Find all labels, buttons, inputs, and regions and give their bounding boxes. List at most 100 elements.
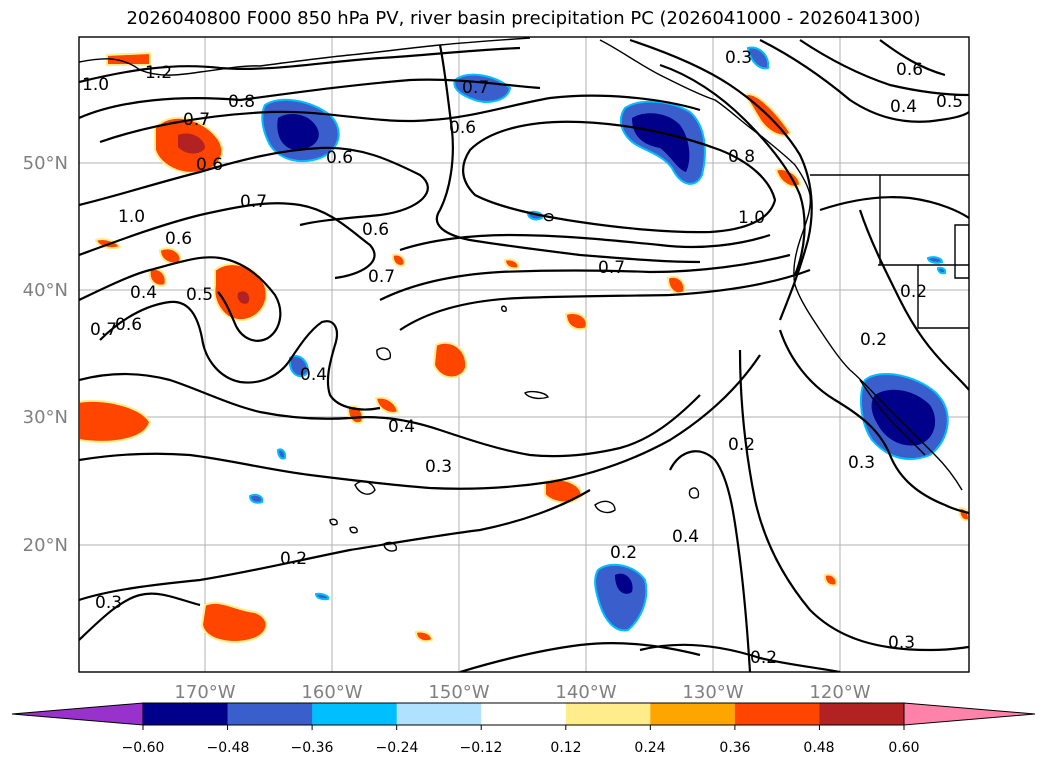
positive-anomaly-aleutian-core	[178, 133, 205, 154]
colorbar-segment	[396, 703, 482, 725]
pv-contour	[435, 44, 701, 264]
latitude-label: 20°N	[23, 535, 68, 556]
negative-anomaly-small-6	[926, 256, 944, 264]
negative-anomaly-small-5	[276, 448, 287, 460]
colorbar-segment	[227, 703, 313, 725]
colorbar-tick-label: −0.12	[460, 740, 503, 756]
colorbar-segments	[143, 703, 905, 725]
graticule	[79, 37, 969, 672]
pv-contour	[79, 256, 282, 342]
negative-anomaly-north-pacific-core	[277, 114, 319, 150]
longitude-labels: 170°W 160°W 150°W 140°W 130°W 120°W	[174, 682, 870, 703]
contour-label: 0.5	[186, 285, 213, 305]
negative-anomaly-small-8	[314, 592, 330, 601]
north-america-west-coast	[793, 194, 963, 491]
colorbar-tick-label: −0.48	[207, 740, 250, 756]
positive-anomaly-west-core	[237, 291, 250, 304]
positive-anomaly-misc-5	[391, 253, 406, 267]
colorbar-over-triangle	[903, 702, 1036, 726]
contour-label: 0.2	[728, 435, 755, 455]
pv-contour	[639, 643, 841, 672]
precip-anomalies	[79, 46, 969, 643]
contour-label: 0.6	[196, 155, 223, 175]
contour-label: 0.2	[280, 549, 307, 569]
island	[524, 390, 550, 400]
negative-anomaly-gulf-alaska-core	[632, 113, 690, 172]
colorbar-segment	[819, 703, 905, 725]
positive-anomaly-small-1	[106, 51, 151, 66]
pv-contour	[99, 300, 381, 411]
positive-anomaly-misc-3	[414, 630, 434, 643]
pv-contour	[659, 63, 806, 276]
baja-coast	[859, 379, 926, 456]
negative-anomaly-hawaii-south-core	[615, 573, 633, 594]
contour-label: 0.2	[860, 330, 887, 350]
contour-label: 0.4	[388, 417, 415, 437]
positive-anomaly-southwest	[200, 601, 268, 643]
latitude-label: 40°N	[23, 280, 68, 301]
contour-label: 0.4	[672, 527, 699, 547]
contour-label: 0.2	[750, 648, 777, 668]
negative-anomaly-small-7	[936, 266, 947, 275]
contour-label: 0.6	[326, 148, 353, 168]
colorbar-segment	[481, 703, 567, 725]
map-area	[79, 37, 969, 672]
island	[501, 305, 507, 312]
pv-contour	[399, 268, 811, 331]
colorbar-tick-labels: −0.60 −0.48 −0.36 −0.24 −0.12 0.12 0.24 …	[122, 740, 920, 756]
contour-label: 0.7	[90, 320, 117, 340]
colorbar-frame	[142, 702, 905, 726]
pv-contour	[759, 39, 969, 123]
colorbar-tick-label: −0.36	[291, 740, 334, 756]
colorbar-segment	[312, 703, 398, 725]
island	[594, 500, 616, 514]
colorbar-segment	[734, 703, 820, 725]
contour-label: 0.3	[95, 593, 122, 613]
contour-label: 1.0	[738, 208, 765, 228]
contour-label: 0.4	[130, 283, 157, 303]
pv-contour	[79, 202, 376, 280]
contour-label: 0.3	[888, 633, 915, 653]
contour-label: 0.2	[900, 282, 927, 302]
pv-contour	[778, 329, 969, 515]
longitude-label: 160°W	[301, 682, 362, 703]
island	[543, 213, 554, 222]
colorbar-segment	[565, 703, 651, 725]
pv-contour	[629, 38, 813, 321]
colorbar-under-triangle	[11, 702, 144, 726]
colorbar-tick-label: −0.24	[376, 740, 419, 756]
latitude-label: 50°N	[23, 153, 68, 174]
positive-anomaly-central	[432, 341, 468, 379]
positive-anomaly-misc-1	[503, 258, 520, 270]
longitude-label: 130°W	[682, 682, 743, 703]
pv-contour	[459, 641, 701, 672]
positive-anomaly-misc-4	[823, 573, 838, 587]
longitude-label: 170°W	[174, 682, 235, 703]
contour-label: 0.6	[362, 220, 389, 240]
island	[376, 347, 392, 361]
pv-contour	[79, 372, 701, 458]
contour-label: 0.6	[165, 229, 192, 249]
pv-contour	[79, 146, 429, 227]
pv-contour	[79, 46, 521, 84]
island	[349, 526, 358, 534]
positive-anomaly-south	[544, 478, 584, 504]
contour-label: 0.3	[725, 48, 752, 68]
colorbar-tick-label: −0.60	[122, 740, 165, 756]
alaska-coast	[79, 37, 531, 76]
negative-anomaly-hawaii-south	[594, 563, 648, 632]
contour-label: 0.6	[896, 60, 923, 80]
colorbar-ticks	[142, 725, 905, 730]
contour-label: 1.2	[145, 63, 172, 83]
negative-anomaly-small-2	[746, 46, 770, 70]
coastline	[79, 37, 969, 552]
island	[688, 487, 700, 499]
pv-contour	[379, 253, 791, 301]
negative-anomaly-small-1	[289, 354, 310, 378]
contour-label: 0.6	[449, 118, 476, 138]
pv-contour	[79, 489, 591, 602]
positive-anomaly-mid-1	[564, 312, 588, 331]
positive-anomaly-east	[666, 275, 686, 295]
pv-contour	[79, 354, 761, 490]
